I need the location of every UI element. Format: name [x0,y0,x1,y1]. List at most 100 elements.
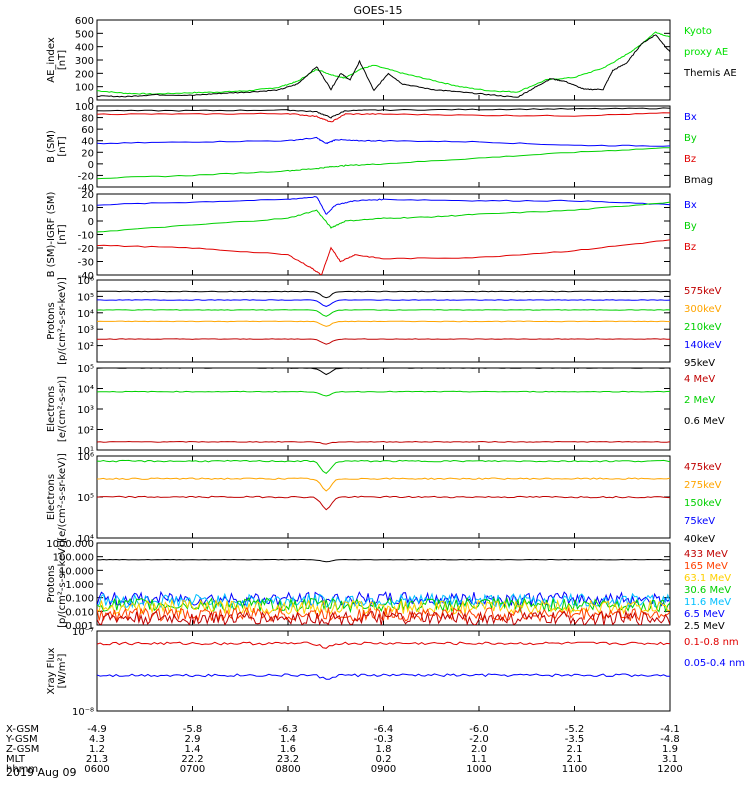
x-row-label: Z-GSM [6,744,39,755]
panel-digrf: -40 -30 -20 -10 0 10 20 B (SM)-IGRF (SM) [nT] Bx B… [46,190,697,282]
x-row-value: -6.3 [278,724,298,735]
x-row-value: 2.9 [185,734,201,745]
legend-entry: 275keV [684,480,722,491]
y-tick-label: 600 [75,16,94,27]
y-tick-label: 300 [75,56,94,67]
series-line [97,34,670,98]
legend-entry: 40keV [684,534,715,545]
series-line [97,459,670,475]
legend-entry: Kyoto [684,26,712,37]
y-axis-label: [nT] [57,224,68,244]
panel-protons2: 0.001 0.010 0.100 1.000 10.000 100.000 1000.00… [46,539,731,632]
x-row-value: 0900 [371,764,396,775]
series-line [97,440,670,445]
legend-entry: 6.5 MeV [684,609,725,620]
y-tick-label: 20 [81,148,94,159]
series-line [97,673,670,680]
legend-entry: 475keV [684,462,722,473]
panel-ae: 0 100 200 300 400 500 600 AE_index [nT] Kyoto prox… [46,16,737,107]
x-row-value: 0800 [275,764,300,775]
panel-protons1: 10² 10³ 10⁴ 10⁵ 10⁶ Protons [p/(cm²-s-sr-keV)]… [46,276,722,369]
x-row-value: 2.1 [567,744,583,755]
x-row-value: -6.4 [374,724,394,735]
y-tick-label: 100 [75,102,94,113]
y-tick-label: 10⁵ [77,493,94,504]
legend-entry: 63.1 MeV [684,573,731,584]
y-tick-label: 1.000 [65,580,94,591]
legend-entry: Bz [684,242,696,253]
legend-entry: By [684,221,697,232]
series-line [97,477,670,492]
y-tick-label: 10⁵ [77,364,94,375]
legend-entry: 210keV [684,322,722,333]
y-tick-label: 40 [81,137,94,148]
x-row-value: 23.2 [277,754,299,765]
legend-entry: Bmag [684,175,713,186]
y-axis-label: [p/(cm²-s-sr-keV)] [57,277,68,365]
series-line [97,495,670,511]
y-axis-label: Protons [46,565,57,602]
y-tick-label: 100 [75,83,94,94]
x-row-value: 1.1 [471,754,487,765]
x-row-label: Y-GSM [5,734,38,745]
legend-entry: 150keV [684,498,722,509]
series-line [97,368,670,376]
x-row-value: -4.8 [660,734,680,745]
x-row-value: -5.8 [183,724,203,735]
series-line [97,390,670,397]
x-row-value: -0.3 [374,734,394,745]
x-row-value: 1.8 [376,744,392,755]
y-axis-label: [e/(cm²-s-sr)] [57,376,68,442]
series-line [97,320,670,327]
y-axis-label: Protons [46,302,57,339]
series-line [97,195,670,215]
x-row-value: 2.1 [567,754,583,765]
legend-entry: 0.1-0.8 nm [684,637,739,648]
legend-entry: 75keV [684,516,715,527]
x-row-value: 1.4 [280,734,296,745]
y-tick-label: 10⁴ [77,534,94,545]
legend-entry: 2 MeV [684,395,715,406]
legend-entry: Themis AE [683,68,737,79]
figure-title: GOES-15 [353,4,402,17]
series-line [97,112,670,123]
x-row-value: 1.4 [185,744,201,755]
y-tick-label: 10⁻⁸ [72,707,94,718]
x-row-value: 1200 [657,764,682,775]
legend-entry: 575keV [684,286,722,297]
panel-electrons2: 10⁴ 10⁵ 10⁶ Electrons [e/(cm²-s-sr-keV)] 475k… [46,452,722,545]
y-tick-label: 0.001 [65,621,94,632]
y-tick-label: 10⁴ [77,385,94,396]
legend-entry: Bz [684,154,696,165]
x-row-value: 1100 [562,764,587,775]
x-row-value: 22.2 [181,754,203,765]
y-axis-label: Electrons [46,386,57,432]
y-tick-label: -10 [78,231,94,242]
series-line [97,31,670,95]
x-row-value: -2.0 [469,734,489,745]
x-row-label: hhmm [6,764,38,775]
legend-entry: 30.6 MeV [684,585,731,596]
y-axis-label: Xray Flux [46,647,57,694]
y-tick-label: 200 [75,69,94,80]
x-row-label: MLT [6,754,26,765]
x-row-value: 1000 [466,764,491,775]
x-row-value: 1.9 [662,744,678,755]
y-axis-label: Electrons [46,474,57,520]
y-tick-label: -20 [78,171,94,182]
series-line [97,338,670,345]
legend-entry: 300keV [684,304,722,315]
y-tick-label: 10⁵ [77,292,94,303]
y-axis-label: [p/(cm²-s-sr-keV)] [57,540,68,628]
y-axis-label: B (SM) [46,130,57,163]
series-line [97,107,670,119]
legend-entry: 4 MeV [684,374,715,385]
y-tick-label: 20 [81,190,94,201]
panel-frame [96,367,671,451]
y-tick-label: 0 [88,160,94,171]
y-tick-label: 400 [75,43,94,54]
series-line [97,201,670,233]
x-row-value: 1.2 [89,744,105,755]
panel-frame [96,630,671,712]
